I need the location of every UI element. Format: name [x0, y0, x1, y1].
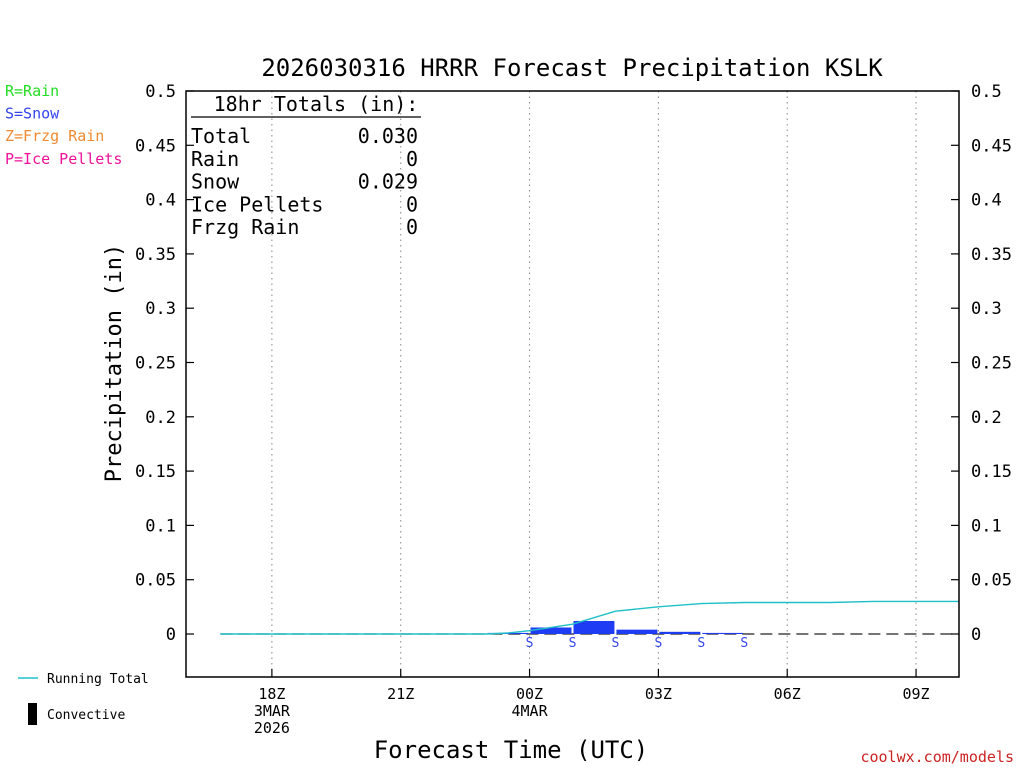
- y-tick-label: 0.45: [135, 136, 176, 156]
- y-tick-label: 0.25: [135, 354, 176, 374]
- snow-bar: [659, 631, 701, 634]
- y-tick-label: 0.1: [145, 516, 176, 536]
- series-legend-label: Running Total: [47, 672, 149, 687]
- x-tick-label: 00Z: [516, 685, 543, 703]
- ptype-marker: S: [526, 636, 534, 651]
- totals-row-label: Frzg Rain: [191, 215, 299, 239]
- ptype-legend-item: P=Ice Pellets: [5, 150, 122, 168]
- totals-heading: 18hr Totals (in):: [214, 92, 419, 116]
- grid-lines: [220, 91, 959, 677]
- y-tick-label: 0.4: [145, 191, 176, 211]
- ptype-marker: S: [569, 636, 577, 651]
- y-tick-label-right: 0.5: [971, 82, 1002, 102]
- x-tick-label: 4MAR: [511, 702, 548, 720]
- ptype-legend-item: Z=Frzg Rain: [5, 127, 104, 145]
- ptype-legend-item: S=Snow: [5, 105, 60, 123]
- y-tick-label: 0.3: [145, 299, 176, 319]
- x-tick-label: 03Z: [645, 685, 672, 703]
- y-tick-label-right: 0.3: [971, 299, 1002, 319]
- y-tick-label: 0.05: [135, 571, 176, 591]
- ptype-legend: R=Rain S=Snow Z=Frzg Rain P=Ice Pellets: [5, 82, 122, 168]
- totals-row-label: Rain: [191, 147, 239, 171]
- bar-series: [487, 620, 744, 634]
- totals-row-label: Total: [191, 124, 251, 148]
- snow-bar: [530, 627, 572, 634]
- chart-title: 2026030316 HRRR Forecast Precipitation K…: [261, 54, 883, 82]
- x-tick-label: 09Z: [903, 685, 930, 703]
- y-tick-label-right: 0.05: [971, 571, 1012, 591]
- y-axis: 0 00.05 0.050.1 0.10.15 0.150.2 0.20.25 0.250.…: [135, 82, 1012, 645]
- ptype-marker: S: [697, 636, 705, 651]
- totals-row-value: 0.030: [358, 124, 418, 148]
- totals-row-value: 0: [406, 192, 418, 216]
- ptype-legend-item: R=Rain: [5, 82, 59, 100]
- y-tick-label: 0.35: [135, 245, 176, 265]
- ptype-marker: S: [612, 636, 620, 651]
- plot-frame: [185, 90, 960, 678]
- totals-row-label: Snow: [191, 170, 240, 194]
- snow-bar: [616, 629, 658, 634]
- snow-bar: [702, 632, 744, 634]
- convective-legend-icon: [28, 703, 37, 725]
- y-tick-label: 0.5: [145, 82, 176, 102]
- y-axis-label: Precipitation (in): [102, 244, 127, 482]
- y-tick-label-right: 0.15: [971, 462, 1012, 482]
- totals-row-value: 0: [406, 147, 418, 171]
- x-tick-label: 18Z: [258, 685, 285, 703]
- totals-row-value: 0.029: [358, 170, 418, 194]
- running-total-series: [220, 600, 959, 635]
- y-tick-label: 0: [166, 625, 176, 645]
- series-legend: Running Total Convective: [18, 672, 149, 725]
- y-tick-label: 0.2: [145, 408, 176, 428]
- ptype-marker: S: [740, 636, 748, 651]
- y-tick-label-right: 0.25: [971, 354, 1012, 374]
- x-tick-label: 2026: [254, 719, 290, 737]
- running-total-line: [220, 600, 959, 635]
- y-tick-label-right: 0.2: [971, 408, 1002, 428]
- y-tick-label-right: 0: [971, 625, 981, 645]
- totals-row-label: Ice Pellets: [191, 192, 323, 216]
- snow-bar: [573, 620, 615, 634]
- x-axis-label: Forecast Time (UTC): [374, 736, 649, 764]
- y-tick-label-right: 0.4: [971, 191, 1002, 211]
- credit-text: coolwx.com/models: [860, 748, 1014, 766]
- y-tick-label-right: 0.35: [971, 245, 1012, 265]
- y-tick-label-right: 0.1: [971, 516, 1002, 536]
- x-tick-label: 06Z: [774, 685, 801, 703]
- totals-box: 18hr Totals (in): Total 0.030 Rain 0 Snow 0.02…: [191, 92, 421, 239]
- x-tick-label: 21Z: [387, 685, 414, 703]
- series-legend-label: Convective: [47, 708, 125, 723]
- y-tick-label: 0.15: [135, 462, 176, 482]
- totals-row-value: 0: [406, 215, 418, 239]
- x-tick-label: 3MAR: [254, 702, 291, 720]
- y-tick-label-right: 0.45: [971, 136, 1012, 156]
- ptype-marker: S: [654, 636, 662, 651]
